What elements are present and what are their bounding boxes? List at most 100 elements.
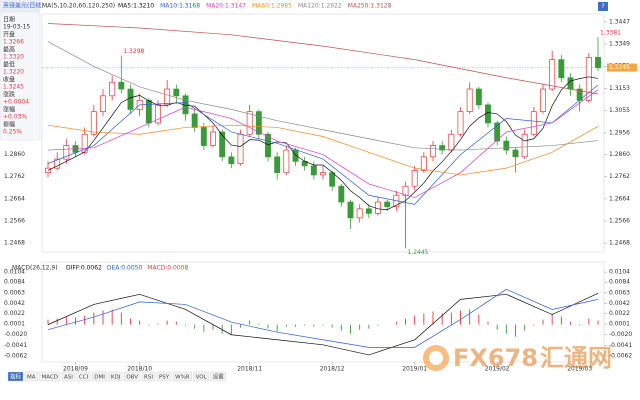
candle-body: [155, 104, 161, 124]
tab-label[interactable]: VOL: [196, 374, 208, 380]
macd-y-tick-label-left: 0.0063: [4, 289, 25, 296]
candle-body: [63, 145, 70, 160]
watermark-text: 汇通网: [540, 344, 612, 372]
tab[interactable]: [7, 371, 24, 382]
candle-body: [494, 122, 501, 142]
tab-label[interactable]: PSY: [159, 374, 170, 380]
tab[interactable]: [124, 371, 141, 382]
macd-y-tick-label-left: 0.0022: [4, 310, 25, 317]
legend-entry: MA250:1.3128: [348, 3, 392, 10]
info-panel: [0, 11, 41, 141]
tab-label[interactable]: 指标: [10, 372, 22, 380]
info-label: 日期: [3, 16, 15, 24]
tab[interactable]: [210, 371, 226, 382]
tab[interactable]: [39, 371, 61, 382]
indicator-label: MA(5,10,20,60,120,250): [42, 3, 115, 10]
help-button[interactable]: [598, 2, 608, 11]
tab-label[interactable]: MACD: [42, 374, 59, 380]
macd-y-tick-label: -0.0020: [609, 331, 632, 338]
y-tick-label: 1.2956: [609, 129, 630, 136]
candle-body: [329, 172, 336, 187]
candle-body: [503, 140, 510, 151]
tab-label[interactable]: RSI: [144, 374, 153, 380]
watermark-text: FX678: [453, 344, 538, 372]
x-tick-label: 2019/02: [485, 366, 510, 373]
tab-label[interactable]: DMI: [94, 374, 105, 380]
ma-line: [47, 124, 599, 176]
candle-body: [255, 111, 262, 135]
ma-line: [47, 41, 599, 151]
candle-body: [521, 133, 528, 158]
candle-body: [81, 133, 88, 153]
macd-y-tick-label-left: -0.0041: [4, 342, 27, 349]
info-value: +0.03%: [3, 114, 27, 121]
info-value: 1.3220: [3, 69, 24, 76]
candle-body: [90, 111, 97, 135]
tab-label[interactable]: MA: [27, 374, 36, 380]
macd-plot-frame: [41, 261, 605, 363]
info-label: 涨跌: [3, 91, 15, 99]
tab[interactable]: [172, 371, 192, 382]
candle-body: [457, 111, 464, 135]
legend-entry: MA10:1.3168: [160, 3, 200, 10]
candle-body: [365, 208, 372, 214]
info-value: 1.3320: [3, 54, 24, 61]
annotation: 1.2445: [408, 249, 429, 256]
tab[interactable]: [76, 371, 91, 382]
y-tick-label: 1.2664: [609, 195, 630, 202]
legend-entry: MA5:1.3210: [118, 3, 154, 10]
y-tick-label-left: 1.2566: [4, 218, 25, 225]
ma-line: [47, 288, 599, 348]
macd-y-tick-label: -0.0041: [609, 342, 632, 349]
candle-body: [265, 133, 271, 158]
tab[interactable]: [92, 371, 108, 382]
candle-body: [585, 57, 592, 101]
y-tick-label-left: 1.2664: [4, 195, 25, 202]
info-value: +0.0004: [3, 99, 29, 106]
tab[interactable]: [156, 371, 172, 382]
header-left: [0, 0, 40, 12]
legend-entry: MA60:1.2985: [252, 3, 292, 10]
y-tick-label: 1.2566: [609, 218, 630, 225]
candle-body: [420, 156, 427, 171]
candle-body: [237, 133, 244, 164]
macd-y-tick-label: 0.0084: [609, 279, 630, 286]
tab[interactable]: [61, 371, 76, 382]
info-label: 最高: [3, 46, 15, 54]
macd-y-tick-label: 0.0022: [609, 310, 630, 317]
tab-label[interactable]: ASI: [64, 374, 73, 380]
y-tick-label-left: 1.2468: [4, 240, 25, 247]
info-label: 收盘: [3, 76, 15, 84]
candle-body: [411, 170, 418, 187]
y-tick-label-left: 1.2860: [4, 151, 25, 158]
tab-label[interactable]: CCI: [79, 374, 89, 380]
candle-body: [145, 99, 152, 124]
macd-y-tick-label-left: -0.0020: [4, 331, 27, 338]
legend-entry: MA120:1.2922: [298, 3, 342, 10]
y-tick-label: 1.3055: [609, 107, 630, 114]
macd-y-tick-label: 0.0001: [609, 321, 630, 328]
tab-label[interactable]: W%R: [175, 374, 190, 380]
candle-body: [375, 201, 381, 214]
ma-line: [47, 84, 599, 205]
candle-body: [210, 131, 216, 146]
y-tick-label: 1.2468: [609, 240, 630, 247]
tab-label[interactable]: 设置: [213, 372, 225, 380]
candle-body: [100, 95, 106, 112]
candle-body: [439, 145, 446, 151]
help-icon: ?: [601, 3, 604, 10]
tab-label[interactable]: OBV: [126, 374, 138, 380]
tab[interactable]: [141, 371, 156, 382]
x-tick-label: 2018/09: [63, 366, 88, 373]
tab[interactable]: [24, 371, 38, 382]
candle-body: [356, 208, 363, 219]
candle-body: [109, 81, 116, 97]
x-tick-label: 2018/11: [237, 366, 262, 373]
tab[interactable]: [193, 371, 209, 382]
ma-line: [47, 23, 599, 95]
info-label: 开盘: [3, 31, 15, 39]
candle-body: [118, 81, 125, 90]
x-tick-label: 2019/01: [402, 366, 427, 373]
tab-label[interactable]: KDJ: [111, 374, 121, 380]
tab[interactable]: [108, 371, 123, 382]
